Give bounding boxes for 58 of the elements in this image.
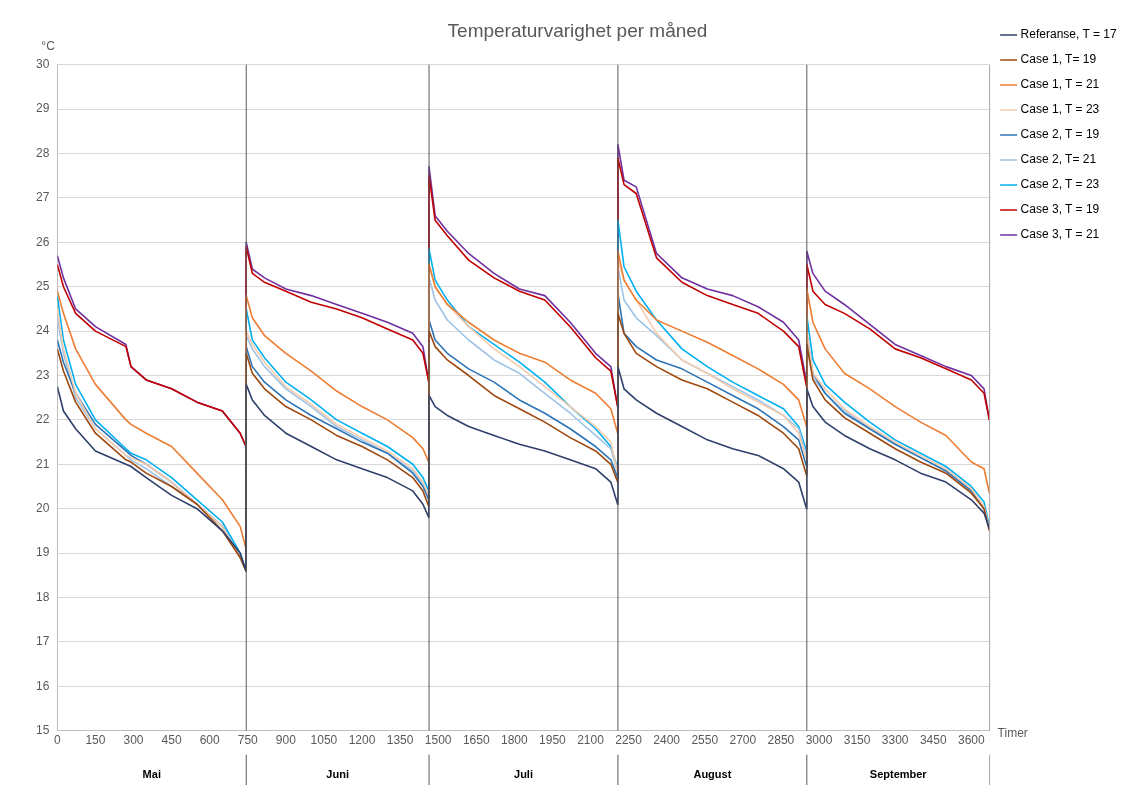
x-tick-label: 2550 <box>691 733 719 748</box>
legend-label: Case 1, T= 19 <box>1020 52 1097 67</box>
y-tick-label: 25 <box>35 279 50 294</box>
x-tick-label: 3450 <box>919 733 947 748</box>
y-tick-label: 27 <box>35 190 50 205</box>
y-tick-label: 29 <box>35 101 50 116</box>
x-tick-label: 2250 <box>615 733 643 748</box>
y-tick-label: 26 <box>35 234 50 249</box>
legend-label: Case 2, T = 19 <box>1020 127 1100 142</box>
legend-label: Case 2, T = 23 <box>1020 177 1100 192</box>
y-tick-label: 30 <box>35 57 50 72</box>
y-tick-label: 21 <box>35 456 50 471</box>
x-tick-label: 1350 <box>386 733 414 748</box>
y-tick-label: 19 <box>35 545 50 560</box>
legend-label: Referanse, T = 17 <box>1020 27 1117 42</box>
text: Mai <box>142 767 161 780</box>
text: September <box>869 767 928 780</box>
x-tick-label: 300 <box>123 733 144 748</box>
x-tick-label: 3600 <box>957 733 985 748</box>
x-tick-label: 3300 <box>881 733 909 748</box>
x-tick-label: 1500 <box>424 733 452 748</box>
legend-label: Case 1, T = 23 <box>1020 102 1100 117</box>
x-tick-label: 900 <box>275 733 297 748</box>
text: Juni <box>326 767 349 780</box>
x-tick-label: 150 <box>85 733 106 748</box>
x-tick-label: 1950 <box>539 733 567 748</box>
x-tick-label: 2700 <box>729 733 757 748</box>
x-tick-label: 1650 <box>462 733 490 748</box>
x-tick-label: 1200 <box>348 733 376 748</box>
y-axis-title: °C <box>41 39 56 54</box>
chart-title: Temperaturvarighet per måned <box>447 19 708 41</box>
x-tick-label: 3000 <box>805 733 833 748</box>
text: Juli <box>514 767 533 780</box>
x-tick-label: 2400 <box>653 733 681 748</box>
x-tick-label: 2100 <box>577 733 605 748</box>
y-tick-label: 22 <box>35 412 50 427</box>
y-tick-label: 20 <box>35 500 50 515</box>
legend-label: Case 1, T = 21 <box>1020 77 1100 92</box>
y-tick-label: 15 <box>35 722 50 737</box>
x-tick-label: 1050 <box>310 733 338 748</box>
legend-label: Case 3, T = 21 <box>1020 227 1100 242</box>
x-tick-label: 750 <box>237 733 259 748</box>
y-tick-label: 17 <box>35 634 50 649</box>
y-tick-label: 23 <box>35 367 50 382</box>
y-tick-label: 16 <box>35 678 50 693</box>
x-tick-label: 600 <box>199 733 221 748</box>
x-tick-label: 3150 <box>843 733 871 748</box>
x-axis-title: Timer <box>997 725 1028 740</box>
legend-label: Case 2, T= 21 <box>1020 152 1097 167</box>
text: August <box>693 767 732 780</box>
y-tick-label: 24 <box>35 323 50 338</box>
x-tick-label: 1800 <box>500 733 529 748</box>
x-tick-label: 450 <box>161 733 182 748</box>
y-tick-label: 18 <box>35 589 50 604</box>
x-tick-label: 2850 <box>767 733 795 748</box>
y-tick-label: 28 <box>35 145 50 160</box>
x-tick-label: 0 <box>54 733 61 748</box>
legend-label: Case 3, T = 19 <box>1020 202 1100 217</box>
